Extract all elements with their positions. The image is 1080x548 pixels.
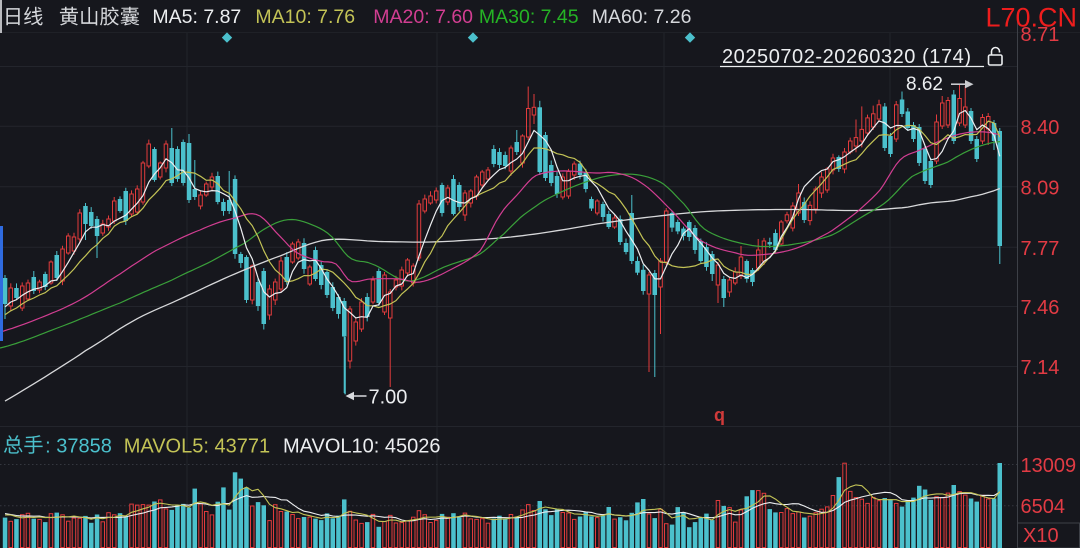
svg-text:MA10: 7.76: MA10: 7.76 (255, 6, 355, 28)
svg-text:8.71: 8.71 (1021, 24, 1060, 46)
svg-text:MAVOL10: 45026: MAVOL10: 45026 (283, 436, 441, 458)
svg-text:7.14: 7.14 (1021, 357, 1060, 379)
svg-text:8.40: 8.40 (1021, 117, 1060, 139)
svg-text:MA20: 7.60: MA20: 7.60 (373, 6, 473, 28)
svg-text:MA30: 7.45: MA30: 7.45 (479, 6, 579, 28)
svg-text:X10: X10 (1023, 525, 1059, 547)
svg-text:7.77: 7.77 (1021, 238, 1060, 260)
svg-text:q: q (714, 405, 725, 425)
svg-text:13009: 13009 (1021, 455, 1077, 477)
svg-text:7.46: 7.46 (1021, 297, 1060, 319)
svg-text:8.62: 8.62 (906, 74, 943, 95)
svg-text:8.09: 8.09 (1021, 177, 1060, 199)
svg-text:L70.CN: L70.CN (986, 3, 1078, 33)
svg-text:: 37858: : 37858 (45, 436, 112, 458)
svg-text:MA60: 7.26: MA60: 7.26 (592, 6, 692, 28)
svg-text:MA5: 7.87: MA5: 7.87 (152, 6, 241, 28)
svg-text:MAVOL5: 43771: MAVOL5: 43771 (124, 436, 270, 458)
svg-text:20250702-20260320 (174): 20250702-20260320 (174) (722, 46, 972, 68)
svg-text:7.00: 7.00 (369, 387, 408, 409)
svg-text:6504: 6504 (1021, 496, 1066, 518)
